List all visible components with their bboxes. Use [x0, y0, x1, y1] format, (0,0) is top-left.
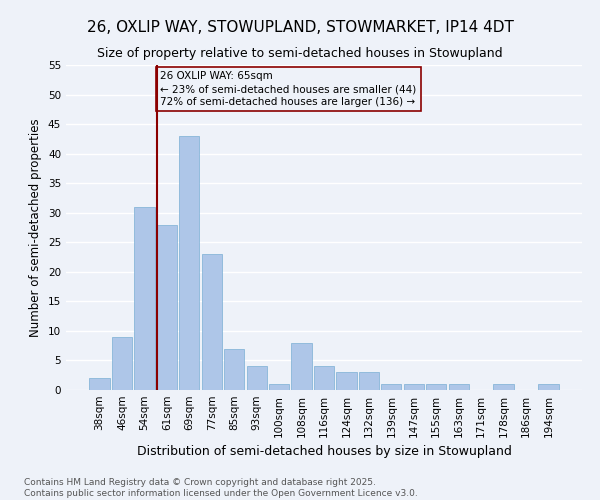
Bar [247, 366, 267, 390]
Bar [404, 384, 424, 390]
Bar [134, 207, 155, 390]
Bar [449, 384, 469, 390]
Bar [292, 342, 311, 390]
Y-axis label: Number of semi-detached properties: Number of semi-detached properties [29, 118, 43, 337]
Bar [157, 224, 177, 390]
Bar [89, 378, 110, 390]
Bar [269, 384, 289, 390]
Text: Contains HM Land Registry data © Crown copyright and database right 2025.
Contai: Contains HM Land Registry data © Crown c… [24, 478, 418, 498]
Bar [112, 337, 132, 390]
Text: 26 OXLIP WAY: 65sqm
← 23% of semi-detached houses are smaller (44)
72% of semi-d: 26 OXLIP WAY: 65sqm ← 23% of semi-detach… [160, 71, 416, 108]
Bar [493, 384, 514, 390]
Bar [426, 384, 446, 390]
Bar [314, 366, 334, 390]
Text: Size of property relative to semi-detached houses in Stowupland: Size of property relative to semi-detach… [97, 48, 503, 60]
Bar [381, 384, 401, 390]
Bar [202, 254, 222, 390]
Bar [359, 372, 379, 390]
Text: 26, OXLIP WAY, STOWUPLAND, STOWMARKET, IP14 4DT: 26, OXLIP WAY, STOWUPLAND, STOWMARKET, I… [86, 20, 514, 35]
Bar [337, 372, 356, 390]
Bar [538, 384, 559, 390]
Bar [179, 136, 199, 390]
X-axis label: Distribution of semi-detached houses by size in Stowupland: Distribution of semi-detached houses by … [137, 446, 511, 458]
Bar [224, 348, 244, 390]
